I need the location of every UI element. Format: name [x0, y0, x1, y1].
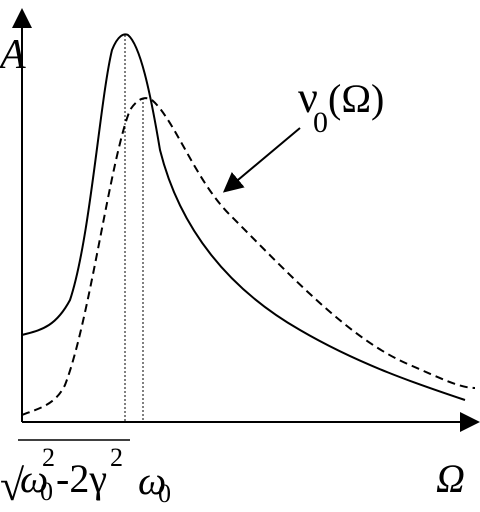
gamma-sup: 2 [110, 443, 123, 472]
omega-sub: 0 [40, 477, 53, 506]
y-axis-label: A [0, 32, 26, 78]
omega: ω [20, 456, 48, 501]
curve-label-base: ν [298, 73, 318, 122]
x-axis-label: Ω [436, 456, 465, 501]
sqrt-sign: √ [0, 461, 25, 510]
minus-gamma: -2γ [56, 456, 107, 501]
nu-curve [21, 97, 476, 416]
curve-label-arg: (Ω) [328, 76, 384, 121]
omega-sup: 2 [42, 443, 55, 472]
amplitude-curve [21, 33, 466, 401]
curve-label-sub: 0 [313, 106, 328, 139]
pointer-arrow [222, 127, 301, 193]
omega-sub: 0 [158, 479, 171, 508]
omega: ω [138, 458, 166, 503]
